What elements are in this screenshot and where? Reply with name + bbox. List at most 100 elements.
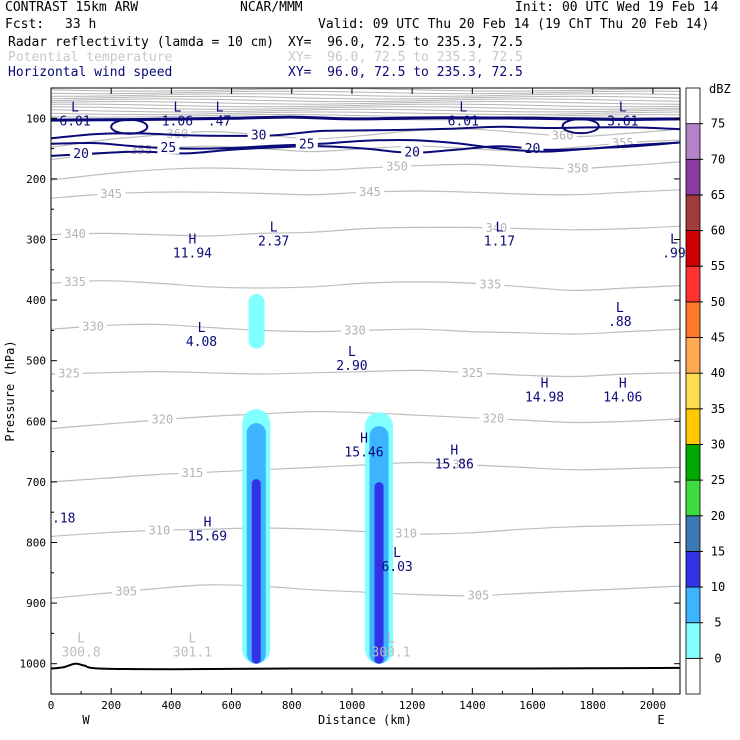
init-time: Init: 00 UTC Wed 19 Feb 14 xyxy=(515,0,719,15)
extremum-value: .99 xyxy=(662,247,685,262)
colorbar-swatch xyxy=(685,158,701,196)
model-title: CONTRAST 15km ARW xyxy=(5,0,139,15)
theta-contour-label: 340 xyxy=(64,227,86,241)
colorbar-swatch xyxy=(685,444,701,481)
theta-label-bg xyxy=(178,465,207,479)
stratosphere-contour xyxy=(51,111,680,116)
x-tick-label: 200 xyxy=(101,699,121,712)
wind-label-bg xyxy=(401,145,424,159)
extremum-value: 1.17 xyxy=(484,235,515,250)
theta-label-bg xyxy=(392,526,421,540)
extremum-kind: L xyxy=(619,101,627,116)
colorbar-swatch xyxy=(685,194,701,231)
y-tick-label: 700 xyxy=(26,476,46,489)
wind-contour-label: 25 xyxy=(299,137,315,152)
east-label: E xyxy=(657,713,664,727)
extremum-kind: L xyxy=(496,221,504,236)
terrain-line xyxy=(51,662,680,671)
colorbar-label: 45 xyxy=(711,331,725,345)
x-tick-label: 1000 xyxy=(339,699,366,712)
extremum-kind: L xyxy=(173,101,181,116)
extremum-value: 2.37 xyxy=(258,235,289,250)
extremum-kind: L xyxy=(348,345,356,360)
org-label: NCAR/MMM xyxy=(240,0,303,15)
colorbar-label: 0 xyxy=(714,651,721,665)
colorbar-swatch xyxy=(685,586,701,624)
extremum-kind: L xyxy=(189,631,197,646)
y-tick-label: 1000 xyxy=(20,658,47,671)
extremum-value: 4.08 xyxy=(186,335,217,350)
theta-label-bg xyxy=(148,412,177,426)
wind-speed-contours: 20 20 20 25 25 30 xyxy=(51,115,680,162)
x-tick-label: 0 xyxy=(48,699,55,712)
colorbar-label: 15 xyxy=(711,544,725,558)
theta-contour-label: 315 xyxy=(182,466,204,480)
colorbar-swatch xyxy=(685,551,701,588)
wind-contour xyxy=(51,125,680,140)
theta-label-bg xyxy=(61,227,90,241)
surface-line xyxy=(51,662,680,671)
forecast-label: Fcst: xyxy=(5,17,45,32)
edge-value-label: .18 xyxy=(52,511,75,526)
extremum-kind: H xyxy=(360,431,368,446)
theta-contour-label: 350 xyxy=(567,161,589,175)
wind-label-bg xyxy=(157,140,180,154)
field-3-name: Horizontal wind speed xyxy=(8,65,173,80)
axes: Pressure (hPa) Distance (km) W E 0 200 400… xyxy=(3,88,680,727)
extremum-value: 300.8 xyxy=(62,645,101,660)
y-tick-label: 900 xyxy=(26,597,46,610)
colorbar-label: 35 xyxy=(711,402,725,416)
colorbar-label: 75 xyxy=(711,117,725,131)
theta-label-bg xyxy=(479,411,508,425)
theta-label-bg xyxy=(163,126,192,140)
y-tick-label: 800 xyxy=(26,537,46,550)
field-2-name: Potential temperature xyxy=(8,50,173,65)
theta-label-bg xyxy=(458,365,487,379)
y-tick-label: 600 xyxy=(26,415,46,428)
theta-contour-label: 315 xyxy=(452,458,474,472)
colorbar-swatch xyxy=(685,515,701,552)
reflectivity-band-15dbz xyxy=(374,482,384,664)
stratosphere-contour xyxy=(51,108,680,113)
colorbar-label: 25 xyxy=(711,473,725,487)
theta-label-bg xyxy=(55,366,84,380)
theta-contour-label: 320 xyxy=(152,413,174,427)
colorbar-swatch xyxy=(685,479,701,517)
colorbar-swatch xyxy=(685,337,701,374)
extremum-value: 15.69 xyxy=(188,530,227,545)
colorbar-label: 70 xyxy=(711,152,725,166)
wind-label-bg xyxy=(295,137,318,151)
colorbar-label: 5 xyxy=(714,616,721,630)
colorbar-label: 65 xyxy=(711,188,725,202)
x-tick-label: 1400 xyxy=(459,699,486,712)
theta-contour-label: 345 xyxy=(100,187,122,201)
extremum-value: 300.1 xyxy=(372,645,411,660)
colorbar-swatch xyxy=(685,265,701,303)
colorbar-swatch xyxy=(685,657,701,695)
theta-label-bg xyxy=(356,185,385,199)
wind-contour-label: 20 xyxy=(404,146,420,161)
theta-label-bg xyxy=(383,159,412,173)
theta-contour-label: 310 xyxy=(149,523,171,537)
extremum-value: 6.01 xyxy=(59,115,90,130)
theta-label-bg xyxy=(464,588,493,602)
theta-contour-label: 325 xyxy=(58,367,80,381)
extremum-value: 11.94 xyxy=(173,247,212,262)
colorbar-label: 60 xyxy=(711,224,725,238)
theta-label-bg xyxy=(79,319,108,333)
theta-contour-label: 340 xyxy=(486,221,508,235)
colorbar-swatch xyxy=(685,408,701,445)
theta-contour-label: 335 xyxy=(64,275,86,289)
extremum-kind: L xyxy=(387,631,395,646)
y-axis-label: Pressure (hPa) xyxy=(3,340,17,441)
y-tick-label: 500 xyxy=(26,355,46,368)
theta-label-bg xyxy=(145,523,174,537)
wind-contour-label: 20 xyxy=(73,147,89,162)
theta-contour-label: 325 xyxy=(461,366,483,380)
x-tick-label: 2000 xyxy=(640,699,667,712)
stratosphere-contour xyxy=(51,95,680,100)
stratosphere-contour xyxy=(51,106,680,110)
colorbar-swatch xyxy=(685,372,701,410)
extremum-value: 6.01 xyxy=(448,115,479,130)
